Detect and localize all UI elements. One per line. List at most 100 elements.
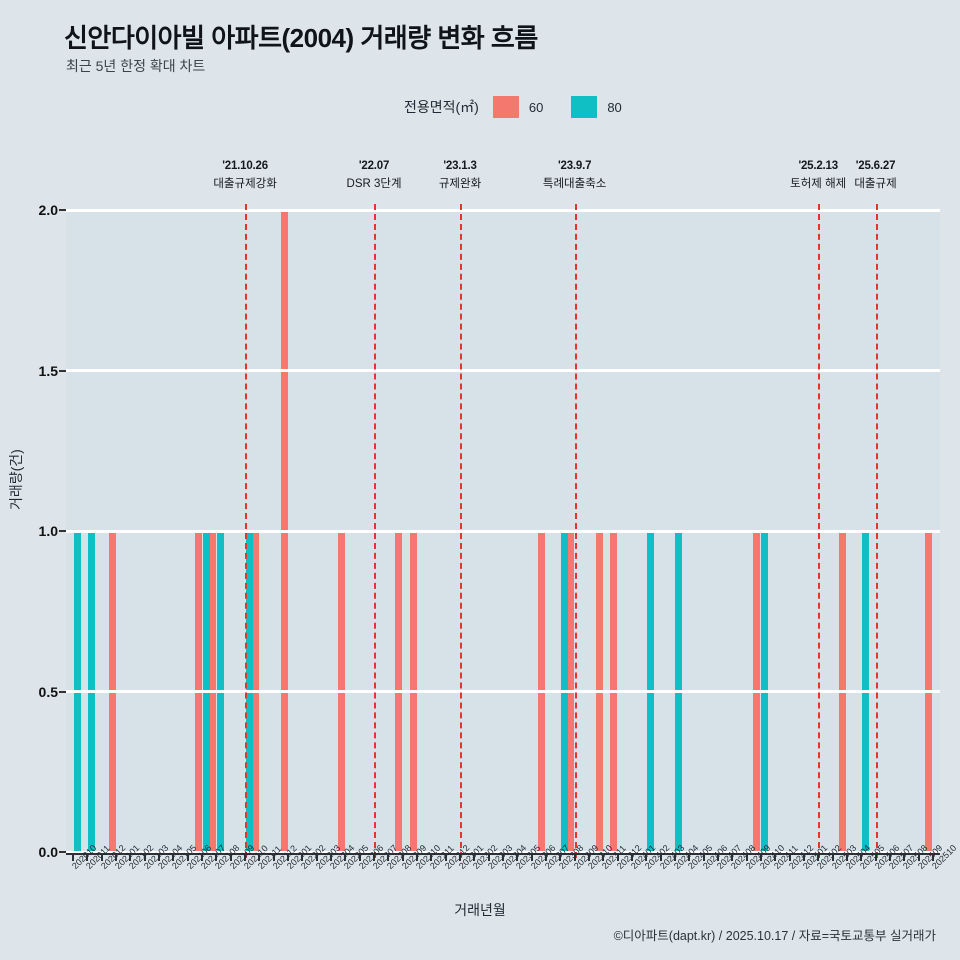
- x-tick-mark: [673, 853, 676, 861]
- x-tick-mark: [559, 853, 562, 861]
- event-label: '25.2.13 토허제 해제: [790, 160, 846, 191]
- gridline: [66, 369, 940, 372]
- event-label: '23.9.7 특례대출축소: [543, 160, 606, 191]
- x-tick-mark: [100, 853, 103, 861]
- x-tick-mark: [129, 853, 132, 861]
- x-tick-mark: [487, 853, 490, 861]
- legend-swatch-60: [492, 96, 519, 118]
- page-title: 신안다이아빌 아파트(2004) 거래량 변화 흐름: [64, 23, 538, 53]
- x-tick-mark: [301, 853, 304, 861]
- x-tick-mark: [72, 853, 75, 861]
- event-text: 대출규제: [854, 178, 897, 190]
- y-tick-label: 2.0: [38, 202, 58, 218]
- event-date: '25.2.13: [798, 160, 838, 172]
- x-tick-mark: [358, 853, 361, 861]
- x-tick-mark: [502, 853, 504, 861]
- event-line: [374, 204, 377, 858]
- x-tick-mark: [244, 853, 247, 861]
- legend-swatch-80: [571, 96, 598, 118]
- x-tick-mark: [860, 853, 863, 861]
- y-tick-label: 1.5: [38, 362, 58, 379]
- x-tick-mark: [258, 853, 261, 861]
- y-tick-mark: [59, 690, 66, 693]
- footer-credit: ©디아파트(dapt.kr) / 2025.10.17 / 자료=국토교통부 실…: [613, 929, 936, 943]
- legend-label-60: 60: [528, 99, 544, 115]
- x-tick-mark: [716, 853, 719, 861]
- legend-label-80: 80: [607, 99, 622, 115]
- x-tick-mark: [172, 853, 175, 861]
- x-tick-mark: [115, 853, 118, 861]
- event-line: [875, 204, 878, 858]
- y-tick-mark: [59, 530, 66, 532]
- event-text: DSR 3단계: [346, 178, 402, 190]
- event-date: '23.1.3: [443, 160, 477, 172]
- event-line: [818, 204, 821, 858]
- y-tick-mark: [59, 369, 66, 372]
- x-tick-mark: [817, 853, 820, 861]
- x-tick-mark: [845, 853, 848, 861]
- page-subtitle: 최근 5년 한정 확대 차트: [66, 58, 206, 74]
- x-tick-mark: [616, 853, 619, 861]
- chart-legend: 전용면적(㎡) 60 80: [404, 96, 640, 118]
- x-tick-mark: [788, 853, 791, 861]
- event-text: 특례대출축소: [542, 178, 607, 190]
- x-tick-mark: [774, 853, 777, 861]
- x-tick-mark: [874, 853, 877, 861]
- x-tick-mark: [416, 853, 419, 861]
- y-axis-label: 거래량(건): [8, 449, 24, 510]
- x-tick-mark: [444, 853, 447, 861]
- gridline: [66, 850, 940, 854]
- x-tick-mark: [731, 853, 734, 861]
- x-tick-mark: [917, 853, 920, 861]
- event-date: '23.9.7: [557, 160, 592, 172]
- x-tick-mark: [516, 853, 519, 861]
- x-tick-mark: [186, 853, 189, 861]
- x-tick-mark: [745, 853, 748, 861]
- x-tick-mark: [544, 853, 547, 861]
- gridline: [66, 529, 940, 533]
- x-tick-mark: [530, 853, 533, 861]
- x-tick-mark: [630, 853, 633, 861]
- event-label: '25.6.27 대출규제: [854, 160, 896, 191]
- y-tick-mark: [59, 209, 66, 211]
- gridline: [66, 208, 940, 212]
- x-tick-mark: [759, 853, 762, 861]
- event-line: [574, 204, 577, 858]
- event-date: '25.6.27: [855, 160, 896, 172]
- x-tick-mark: [459, 853, 462, 861]
- x-tick-mark: [215, 853, 218, 861]
- x-tick-mark: [602, 853, 605, 861]
- x-tick-mark: [688, 853, 691, 861]
- y-tick-label: 0.5: [38, 683, 58, 700]
- x-tick-mark: [387, 853, 390, 861]
- x-axis-label: 거래년월: [454, 902, 506, 918]
- x-tick-mark: [903, 853, 906, 861]
- x-tick-mark: [831, 853, 834, 861]
- x-tick-mark: [573, 853, 576, 861]
- x-tick-mark: [143, 853, 146, 861]
- x-tick-mark: [645, 853, 648, 861]
- x-tick-mark: [86, 853, 89, 861]
- x-tick-mark: [802, 853, 805, 861]
- x-tick-mark: [931, 853, 934, 861]
- x-tick-mark: [659, 853, 662, 861]
- event-text: 대출규제강화: [213, 178, 277, 190]
- event-date: '22.07: [358, 160, 390, 172]
- y-tick-mark: [59, 851, 66, 853]
- event-text: 토허제 해제: [790, 178, 847, 190]
- x-tick-mark: [201, 853, 204, 861]
- x-tick-mark: [401, 853, 404, 861]
- event-line: [460, 204, 463, 858]
- event-line: [245, 204, 248, 858]
- x-tick-mark: [587, 853, 590, 861]
- event-date: '21.10.26: [222, 160, 268, 172]
- gridline: [66, 690, 940, 693]
- plot-area: [66, 208, 940, 854]
- x-tick-mark: [330, 853, 333, 861]
- x-tick-mark: [702, 853, 705, 861]
- y-tick-label: 1.0: [38, 523, 58, 539]
- x-tick-mark: [287, 853, 290, 861]
- x-tick-mark: [344, 853, 347, 861]
- event-label: '21.10.26 대출규제강화: [213, 160, 276, 191]
- x-tick-mark: [373, 853, 376, 861]
